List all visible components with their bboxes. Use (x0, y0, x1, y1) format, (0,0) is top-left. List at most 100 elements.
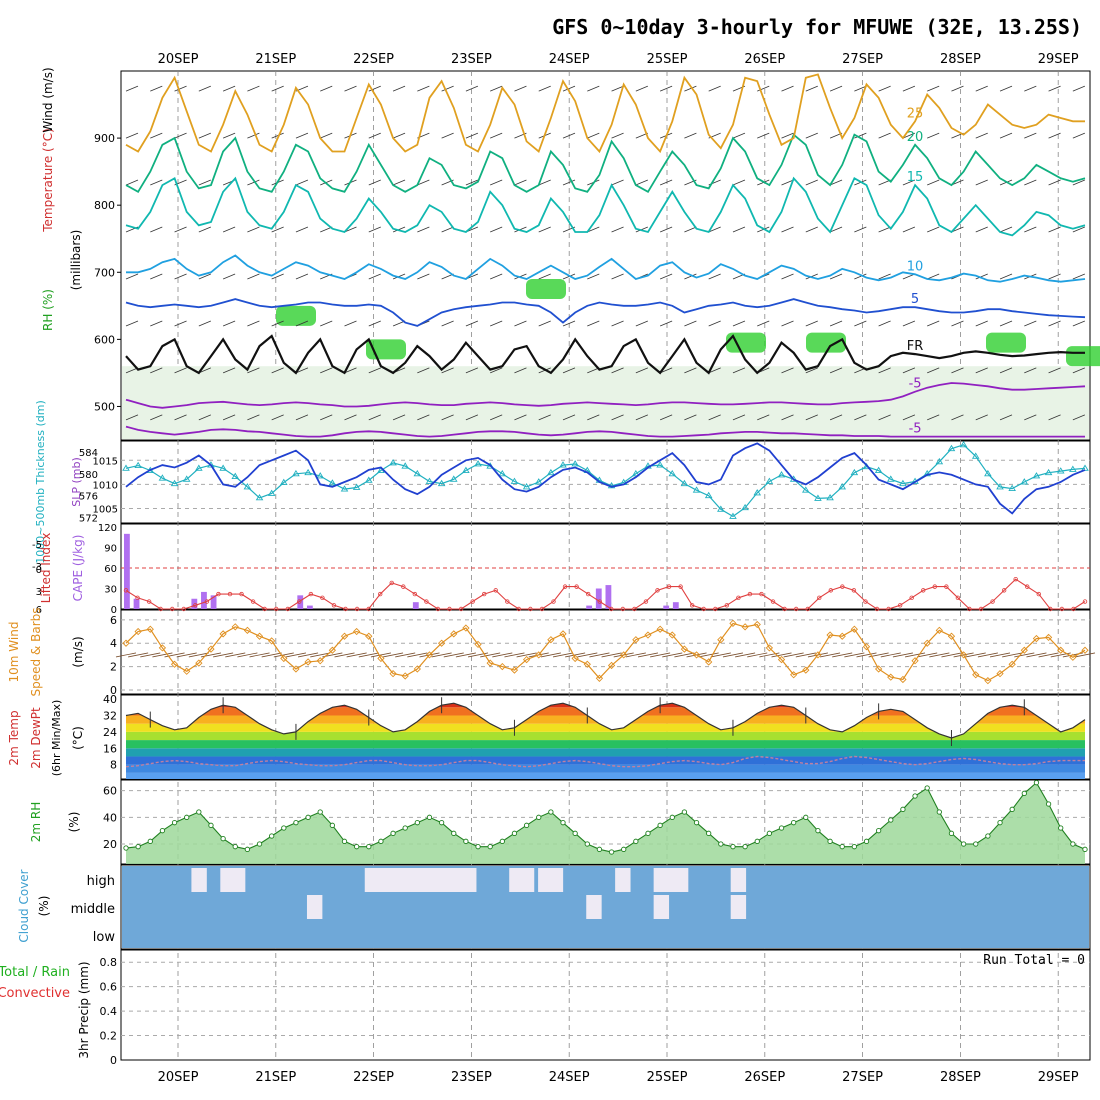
wind-speed-marker (644, 631, 652, 639)
wind-barb (271, 320, 284, 327)
y-tick-label: 0 (110, 684, 117, 697)
rh-marker (220, 836, 226, 842)
lifted-index-marker (944, 584, 949, 589)
wind-barb (805, 320, 818, 327)
wind-barb (856, 652, 877, 658)
lifted-index-marker (978, 606, 984, 612)
wind-barb (805, 367, 818, 374)
wind-barb (999, 367, 1013, 374)
day-label-bottom: 27SEP (842, 1070, 883, 1085)
wind-barb (927, 320, 940, 327)
wind-barb (1026, 652, 1047, 658)
wind-barb (174, 367, 187, 374)
wind-barb (392, 414, 406, 421)
wind-barb (781, 367, 794, 374)
wind-speed-marker (947, 632, 956, 640)
lifted-index-marker (505, 599, 510, 604)
wind-barb (927, 226, 940, 233)
lifted-index-marker (909, 595, 914, 601)
wind-barb (247, 226, 260, 233)
rh-marker (803, 814, 809, 820)
wind-speed-marker (522, 655, 531, 664)
cape-bar (672, 602, 679, 609)
temp-color-bands (126, 703, 1085, 779)
rh-shading-saturated (1066, 346, 1100, 367)
wind-barb (708, 414, 721, 421)
wind-barb (271, 85, 284, 92)
wind-speed-marker (777, 655, 786, 664)
lifted-index-marker (655, 588, 660, 593)
wind-barb (577, 652, 598, 658)
lifted-index-marker (840, 584, 845, 589)
precip-run-total: Run Total = 0 (983, 953, 1085, 968)
isotherm-label: 20 (907, 130, 924, 145)
lifted-index-marker (562, 584, 568, 589)
y-tick-label: 30 (104, 585, 117, 596)
thickness-marker (498, 469, 507, 477)
y-tick-label: 0 (110, 1054, 117, 1067)
wind-barb (587, 273, 600, 280)
wind-barb (1072, 273, 1086, 280)
wind-barb (368, 179, 381, 186)
day-label-top: 27SEP (842, 52, 883, 67)
day-label-bottom: 25SEP (647, 1070, 688, 1085)
wind-barb (708, 226, 721, 233)
wind-barb (125, 85, 139, 92)
cloud-bar (461, 868, 477, 892)
thickness-marker (170, 479, 179, 487)
wind-barb (747, 652, 768, 658)
rh-marker (681, 809, 688, 815)
thickness-marker (1020, 478, 1029, 485)
wind-barb (540, 652, 561, 658)
lifted-index-marker (828, 588, 834, 593)
wind-speed-marker (158, 644, 167, 652)
temp-line (125, 702, 1086, 739)
wind-barb (829, 179, 843, 186)
wind-barb (514, 414, 527, 421)
day-label-top: 23SEP (451, 52, 492, 67)
thickness-marker (777, 471, 786, 478)
y-tick-label: 1005 (93, 505, 118, 516)
cloud-level-label: middle (71, 902, 115, 917)
rh-marker (584, 841, 590, 847)
thickness-marker (959, 440, 968, 448)
y-tick-label: 24 (103, 726, 117, 739)
lifted-index-marker (158, 606, 163, 612)
temperature-panel: 40 32 24 16 8 (103, 693, 1086, 779)
wind-barb (781, 179, 794, 186)
profile-ylabel-mb: (millibars) (69, 230, 83, 291)
wind-barb (247, 179, 260, 186)
wind-barb (927, 273, 940, 280)
wind-barb (708, 85, 721, 92)
wind-speed-marker (389, 669, 397, 678)
cape-bar (586, 605, 593, 609)
wind-barb (368, 273, 381, 280)
y-tick-label: 580 (79, 470, 98, 481)
lifted-index-marker (493, 588, 498, 593)
wind-speed-marker (353, 627, 361, 636)
wind-barb (650, 652, 671, 658)
thickness-marker (1044, 468, 1053, 476)
wind-barb (128, 652, 149, 658)
rh-marker (499, 838, 505, 844)
thickness-marker (243, 483, 252, 490)
wind-barb (480, 652, 501, 658)
wind-barb (538, 226, 551, 233)
panel-frame (120, 70, 1091, 441)
temp-band (126, 731, 1085, 741)
isotherm-label: 5 (911, 292, 919, 307)
thickness-marker (328, 479, 337, 486)
wind-barb (441, 414, 454, 421)
cloud-ylabel-2: (%) (37, 896, 51, 917)
wind-barb (514, 367, 527, 374)
wind-barb (659, 273, 673, 280)
wind-barb (344, 85, 357, 92)
wind-barb (295, 179, 309, 186)
wind-barb (902, 226, 916, 233)
li-tick-label: 0 (36, 565, 42, 576)
wind-speed-marker (668, 631, 676, 639)
wind-barb (1072, 414, 1086, 421)
wind-barb (611, 226, 624, 233)
lifted-index-marker (262, 606, 267, 612)
cape-bar (595, 588, 602, 609)
